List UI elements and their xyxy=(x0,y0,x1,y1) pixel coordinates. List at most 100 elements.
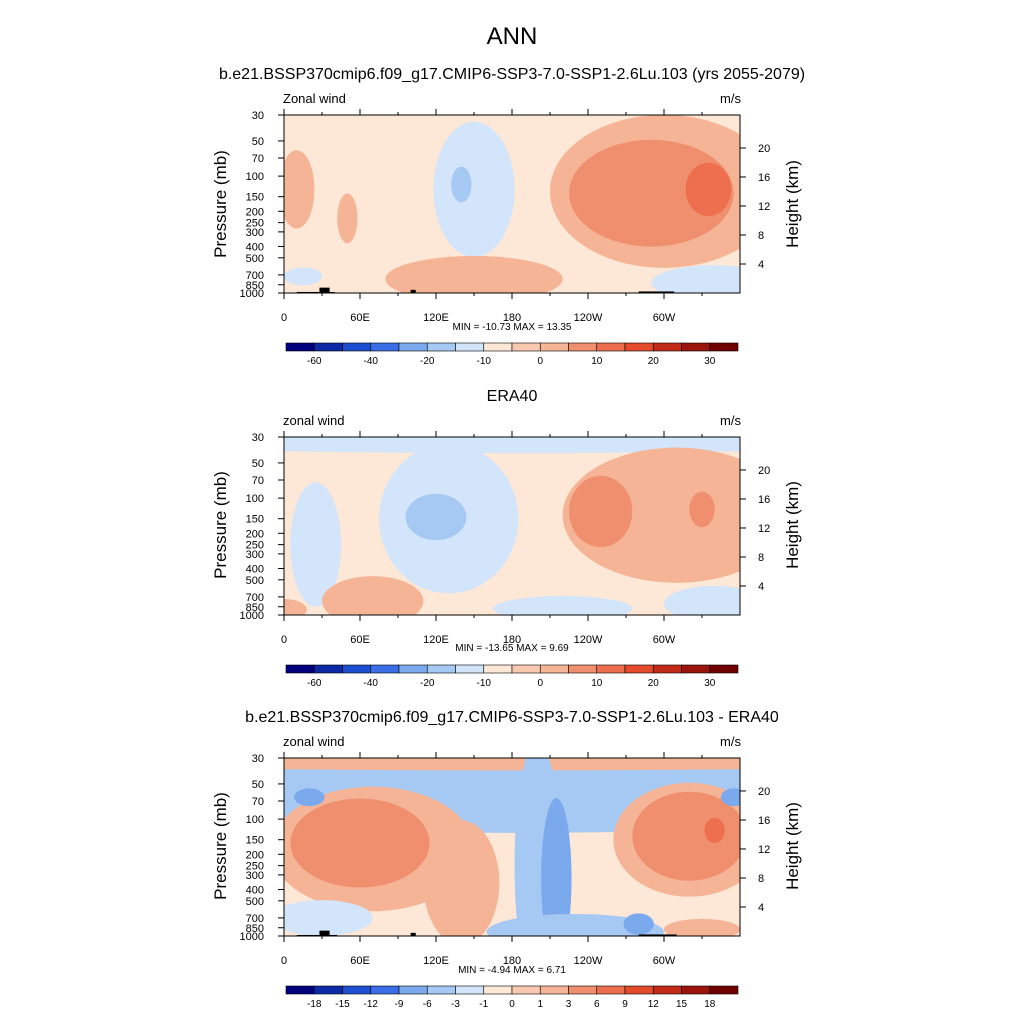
panel-3-colorbar-swatch xyxy=(568,985,598,995)
panel-1-colorbar-swatch xyxy=(539,342,569,352)
panel-3-left-label: zonal wind xyxy=(283,734,344,749)
panel-3-subtitle: b.e21.BSSP370cmip6.f09_g17.CMIP6-SSP3-7.… xyxy=(245,709,779,726)
panel-3-colorbar-label: -1 xyxy=(479,999,488,1010)
panel-3-topography-4 xyxy=(638,934,677,936)
panel-2-y2-tick-label: 8 xyxy=(758,552,764,564)
panel-2-colorbar-swatch xyxy=(398,664,428,674)
panel-1-y-tick-label: 400 xyxy=(246,241,264,253)
panel-1-y-tick-label: 70 xyxy=(252,153,264,165)
panel-1-colorbar-label: 30 xyxy=(704,356,716,367)
panel-2-y-tick-label: 700 xyxy=(246,592,264,604)
panel-2-colorbar-swatch xyxy=(370,664,400,674)
panel-3-y-tick-label: 30 xyxy=(252,753,264,765)
panel-3-y2-tick-label: 16 xyxy=(758,815,770,827)
panel-1-topography-1 xyxy=(296,291,335,293)
panel-1-contour-region-1 xyxy=(433,121,515,258)
panel-2-colorbar-swatch xyxy=(426,664,456,674)
panel-1-x-tick-label: 180 xyxy=(503,312,521,324)
panel-3-right-label: m/s xyxy=(720,734,741,749)
panel-3-colorbar-swatch xyxy=(539,985,569,995)
panel-3-contour-region-13 xyxy=(486,913,664,936)
panel-2-left-label: zonal wind xyxy=(283,413,344,428)
panel-1-colorbar-swatch xyxy=(313,342,343,352)
panel-2-colorbar-label: -40 xyxy=(364,678,379,689)
figure-title: ANN xyxy=(487,23,538,50)
panel-3-colorbar-label: -12 xyxy=(364,999,379,1010)
panel-2-field xyxy=(284,437,740,615)
panel-2-y-tick-label: 200 xyxy=(246,528,264,540)
panel-1-colorbar-swatch xyxy=(681,342,711,352)
panel-3-colorbar-swatch xyxy=(681,985,711,995)
panel-1-colorbar-swatch xyxy=(370,342,400,352)
panel-1-minmax: MIN = -10.73 MAX = 13.35 xyxy=(453,322,572,333)
panel-3-contour-region-6 xyxy=(290,798,430,888)
panel-1-x-tick-label: 60E xyxy=(350,312,370,324)
panel-1-colorbar-swatch xyxy=(426,342,456,352)
panel-2-minmax: MIN = -13.65 MAX = 9.69 xyxy=(455,643,569,654)
panel-2-colorbar-swatch xyxy=(568,664,598,674)
panel-2-y-tick-label: 850 xyxy=(246,602,264,614)
panel-3-colorbar-swatch xyxy=(455,985,485,995)
panel-2-y2-tick-label: 12 xyxy=(758,523,770,535)
panel-1-y2-tick-label: 16 xyxy=(758,172,770,184)
panel-1-colorbar-swatch xyxy=(398,342,428,352)
panel-3-y-tick-label: 850 xyxy=(246,923,264,935)
panel-1-y-axis-title: Pressure (mb) xyxy=(211,150,230,258)
panel-1-contour-region-9 xyxy=(651,265,740,293)
panel-3-y-tick-label: 700 xyxy=(246,913,264,925)
panel-2-colorbar-label: 0 xyxy=(537,678,543,689)
panel-1-y-tick-label: 250 xyxy=(246,218,264,230)
panel-3-colorbar-swatch xyxy=(342,985,372,995)
panel-1-field xyxy=(284,115,740,293)
panel-1-y-tick-label: 150 xyxy=(246,192,264,204)
panel-2-y-axis-title: Pressure (mb) xyxy=(211,471,230,579)
panel-2-contour-region-7 xyxy=(689,491,715,528)
panel-2-y2-tick-label: 16 xyxy=(758,494,770,506)
panel-2-colorbar-swatch xyxy=(285,664,315,674)
panel-3-x-tick-label: 60E xyxy=(350,955,370,967)
panel-1-colorbar-label: 20 xyxy=(648,356,660,367)
panel-1-colorbar: -60 -40 -20 -10 0 10 20 30 xyxy=(285,342,739,367)
panel-1-y-tick-label: 300 xyxy=(246,227,264,239)
panel-2-y2-axis-title: Height (km) xyxy=(783,481,802,569)
panel-2-contour-region-9 xyxy=(493,596,633,615)
panel-1-colorbar-swatch xyxy=(483,342,513,352)
panel-2-colorbar-swatch xyxy=(511,664,541,674)
panel-3-contour-region-1 xyxy=(284,761,740,833)
panel-2: ERA40 zonal wind m/s Pressure (mb) Heigh… xyxy=(211,388,802,689)
panel-2-x-tick-label: 60E xyxy=(350,634,370,646)
panel-1-y-tick-label: 1000 xyxy=(240,288,264,300)
panel-3-y-tick-label: 150 xyxy=(246,835,264,847)
panel-1-colorbar-label: -20 xyxy=(420,356,435,367)
panel-3-colorbar: -18 -15 -12 -9 -6 -3 -1 0 1 3 6 9 12 15 18 xyxy=(285,985,739,1010)
panel-2-contour-region-1 xyxy=(284,437,740,454)
panel-3-colorbar-label: 12 xyxy=(648,999,660,1010)
panel-2-x-tick-label: 60W xyxy=(653,634,676,646)
panel-1-contour-region-10 xyxy=(284,267,322,286)
panel-2-colorbar-swatch xyxy=(539,664,569,674)
panel-3-contour-region-14 xyxy=(623,913,654,935)
panel-2-contour-region-3 xyxy=(405,493,467,541)
panel-3-y2-tick-label: 20 xyxy=(758,786,770,798)
panel-2-y-tick-label: 30 xyxy=(252,432,264,444)
panel-3-x-tick-label: 180 xyxy=(503,955,521,967)
panel-1-colorbar-swatch xyxy=(285,342,315,352)
panel-1-contour-region-6 xyxy=(284,150,315,229)
panel-3-topography-3 xyxy=(410,932,416,936)
panel-2-colorbar: -60 -40 -20 -10 0 10 20 30 xyxy=(285,664,739,689)
panel-1-x-tick-label: 60W xyxy=(653,312,676,324)
panel-1-colorbar-label: 0 xyxy=(537,356,543,367)
panel-3-colorbar-label: 9 xyxy=(622,999,628,1010)
panel-3-colorbar-label: -6 xyxy=(423,999,432,1010)
panel-3-contour-region-4 xyxy=(541,798,572,936)
panel-1-contour-region-8 xyxy=(385,255,563,293)
panel-2-colorbar-swatch xyxy=(483,664,513,674)
panel-3-y2-tick-label: 4 xyxy=(758,902,764,914)
panel-3-y-tick-label: 50 xyxy=(252,779,264,791)
panel-3-colorbar-swatch xyxy=(624,985,654,995)
panel-2-colorbar-swatch xyxy=(652,664,682,674)
panel-2-colorbar-label: 30 xyxy=(704,678,716,689)
panel-3-colorbar-label: 15 xyxy=(676,999,688,1010)
panel-1-y2-tick-label: 12 xyxy=(758,201,770,213)
